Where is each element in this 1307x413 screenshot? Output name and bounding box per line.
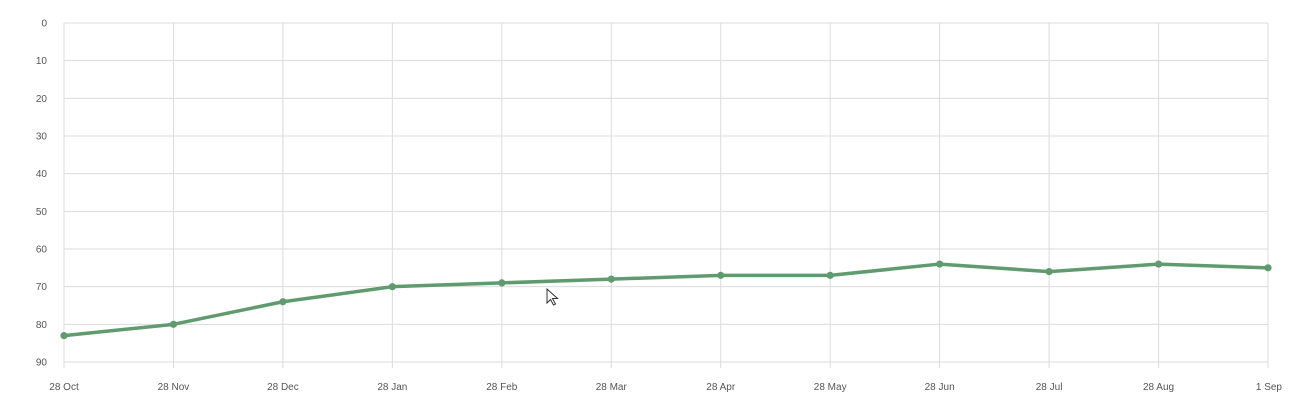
y-tick-label: 50 bbox=[36, 207, 48, 218]
series-line bbox=[62, 262, 1270, 338]
mouse-pointer-icon bbox=[546, 288, 559, 306]
series-group bbox=[60, 260, 1272, 340]
x-tick-label: 28 Aug bbox=[1143, 382, 1174, 393]
x-axis-ticks: 28 Oct 28 Nov 28 Dec 28 Jan 28 Feb 28 Mar 28 A… bbox=[49, 382, 1282, 393]
x-tick-label: 1 Sep bbox=[1256, 382, 1283, 393]
x-tick-label: 28 Apr bbox=[706, 382, 736, 393]
data-point[interactable] bbox=[936, 260, 944, 268]
x-grid bbox=[63, 23, 1269, 368]
data-point[interactable] bbox=[1154, 260, 1163, 268]
data-point[interactable] bbox=[826, 271, 834, 279]
y-grid bbox=[64, 22, 1268, 363]
y-tick-label: 60 bbox=[36, 245, 48, 256]
data-point[interactable] bbox=[607, 275, 615, 283]
data-point[interactable] bbox=[1045, 268, 1053, 276]
data-point[interactable] bbox=[388, 283, 396, 291]
y-tick-label: 80 bbox=[36, 320, 48, 331]
x-tick-label: 28 Jun bbox=[925, 382, 955, 393]
data-point[interactable] bbox=[60, 332, 68, 340]
x-tick-label: 28 Feb bbox=[486, 382, 518, 393]
data-point[interactable] bbox=[717, 271, 725, 279]
data-point[interactable] bbox=[498, 279, 506, 287]
y-tick-label: 90 bbox=[36, 358, 48, 369]
data-point[interactable] bbox=[1264, 264, 1272, 272]
y-tick-label: 10 bbox=[36, 56, 48, 67]
y-tick-label: 20 bbox=[36, 94, 48, 105]
x-tick-label: 28 May bbox=[814, 382, 847, 393]
y-tick-label: 0 bbox=[41, 19, 47, 30]
x-tick-label: 28 Nov bbox=[158, 382, 190, 393]
x-tick-label: 28 Jan bbox=[377, 382, 407, 393]
x-tick-label: 28 Jul bbox=[1036, 382, 1063, 393]
data-point[interactable] bbox=[279, 298, 287, 306]
y-axis-ticks: 0 10 20 30 40 50 60 70 80 90 bbox=[36, 19, 48, 369]
x-tick-label: 28 Oct bbox=[49, 382, 79, 393]
y-tick-label: 30 bbox=[36, 132, 48, 143]
y-tick-label: 70 bbox=[36, 282, 48, 293]
x-tick-label: 28 Mar bbox=[596, 382, 628, 393]
data-point[interactable] bbox=[169, 320, 178, 328]
y-tick-label: 40 bbox=[36, 169, 48, 180]
x-tick-label: 28 Dec bbox=[267, 382, 299, 393]
